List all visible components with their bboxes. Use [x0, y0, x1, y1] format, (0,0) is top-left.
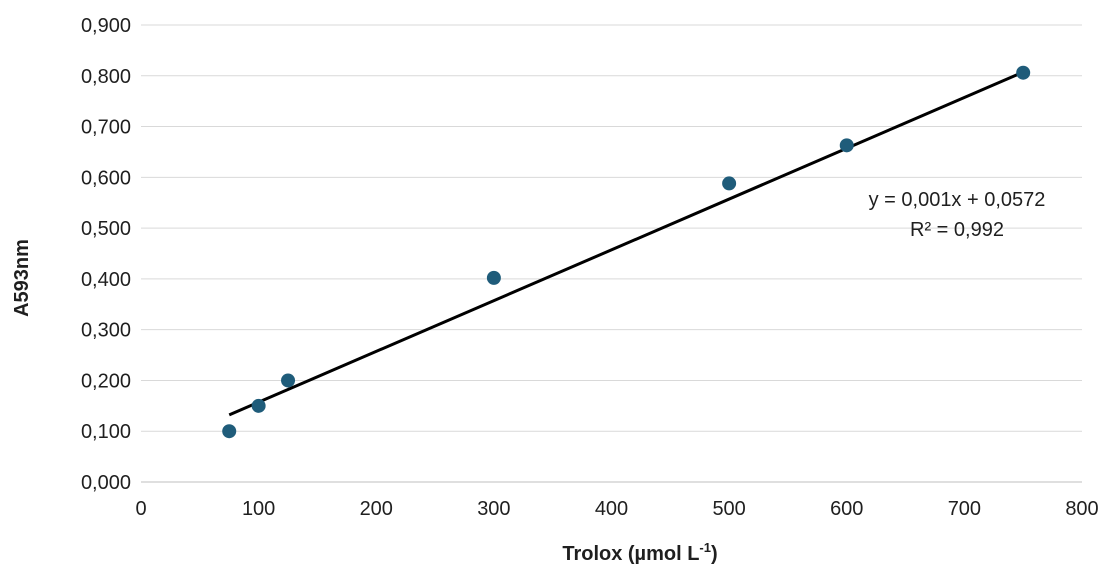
y-tick-label: 0,600: [81, 167, 131, 189]
x-tick-label: 500: [712, 498, 745, 520]
y-tick-label: 0,400: [81, 269, 131, 291]
x-tick-label: 800: [1065, 498, 1098, 520]
x-tick-label: 0: [135, 498, 146, 520]
x-axis-title-main: Trolox (µmol L: [562, 543, 699, 565]
x-tick-label: 200: [360, 498, 393, 520]
x-axis-title-suffix: ): [711, 543, 718, 565]
trendline: [228, 70, 1024, 417]
y-tick-label: 0,200: [81, 370, 131, 392]
x-tick-label: 700: [948, 498, 981, 520]
y-tick-label: 0,000: [81, 472, 131, 494]
x-tick-label: 100: [242, 498, 275, 520]
data-point: [222, 424, 237, 439]
trendline-equation: y = 0,001x + 0,0572: [869, 189, 1046, 211]
x-axis-title-superscript: -1: [699, 540, 711, 555]
data-point: [1016, 65, 1031, 80]
x-tick-label: 400: [595, 498, 628, 520]
y-tick-label: 0,700: [81, 117, 131, 139]
trendline-layer: [228, 70, 1024, 417]
x-axis-title: Trolox (µmol L-1): [562, 540, 717, 565]
data-points: [222, 65, 1031, 439]
y-tick-label: 0,500: [81, 218, 131, 240]
data-point: [722, 176, 737, 191]
r-squared-label: R² = 0,992: [910, 219, 1004, 241]
x-tick-label: 300: [477, 498, 510, 520]
y-tick-label: 0,900: [81, 15, 131, 37]
x-tick-label: 600: [830, 498, 863, 520]
data-point: [486, 270, 501, 285]
y-tick-label: 0,800: [81, 66, 131, 88]
y-tick-label: 0,300: [81, 320, 131, 342]
tick-labels: 0,000 0,100 0,200 0,300 0,400 0,500 0,600 0,700…: [81, 15, 1099, 520]
data-point: [839, 138, 854, 153]
data-point: [281, 373, 296, 388]
y-tick-label: 0,100: [81, 421, 131, 443]
gridlines: [141, 24, 1082, 432]
data-point: [251, 398, 266, 413]
y-axis-title: A593nm: [11, 239, 33, 317]
